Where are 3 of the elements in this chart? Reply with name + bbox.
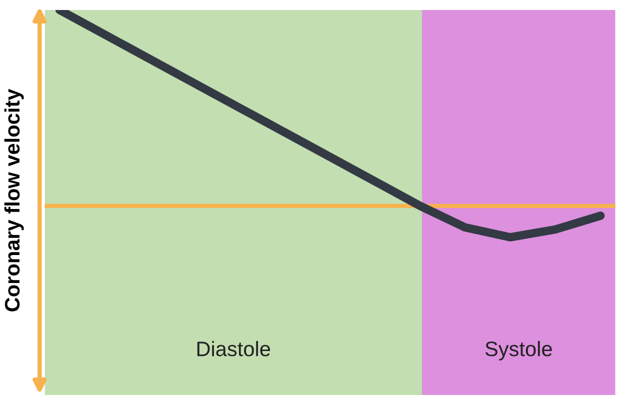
text: Systole bbox=[485, 341, 552, 360]
text: Diastole bbox=[197, 341, 270, 356]
y-axis-title: Coronary flow velocity bbox=[4, 88, 24, 312]
